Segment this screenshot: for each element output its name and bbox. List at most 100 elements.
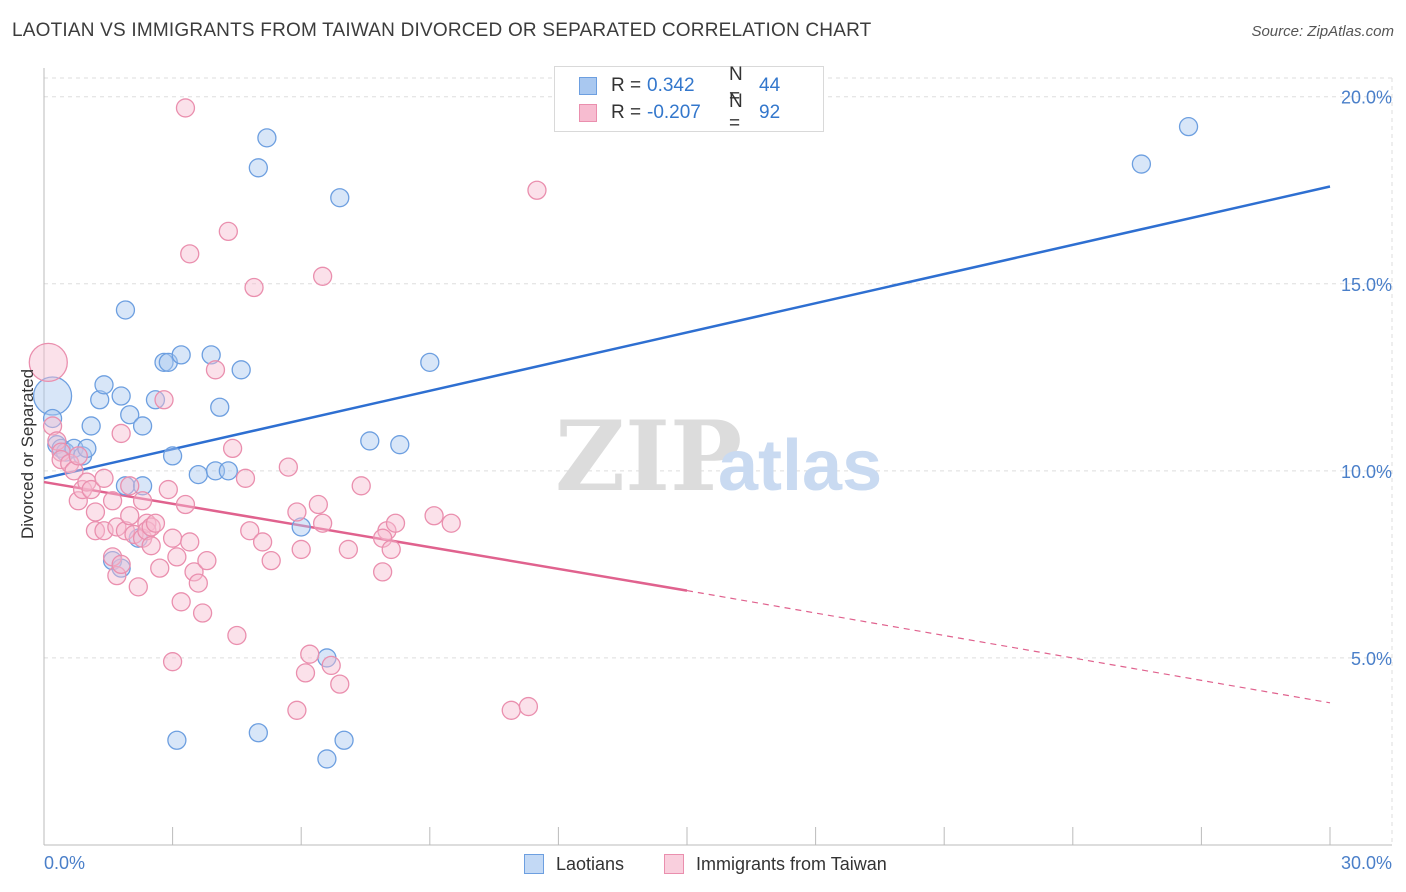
point-laotians — [132, 416, 153, 436]
point-taiwan — [175, 494, 196, 515]
point-laotians — [420, 352, 440, 373]
point-taiwan — [312, 513, 333, 533]
n-value: 44 — [759, 75, 781, 96]
point-laotians — [188, 464, 208, 485]
point-laotians — [120, 405, 140, 425]
point-laotians — [171, 345, 191, 365]
point-taiwan — [291, 539, 311, 560]
point-taiwan — [111, 554, 131, 575]
point-laotians — [90, 390, 110, 410]
point-laotians — [231, 360, 251, 380]
point-taiwan — [197, 550, 217, 571]
point-taiwan — [150, 558, 170, 578]
point-taiwan — [154, 390, 174, 410]
point-laotians — [248, 158, 268, 178]
stats-legend: R = 0.342 N = 44 R = -0.207 N = 92 — [554, 64, 824, 134]
y-tick-label: 5.0% — [1351, 649, 1392, 669]
n-label: N = — [729, 64, 743, 107]
point-taiwan — [184, 562, 204, 582]
point-laotians — [1131, 154, 1152, 174]
point-laotians — [317, 749, 337, 769]
r-value: 0.342 — [647, 75, 695, 96]
taiwan-swatch — [579, 104, 597, 122]
legend-item-laotians[interactable]: Laotians — [524, 852, 624, 876]
point-taiwan — [300, 644, 320, 664]
point-laotians — [248, 723, 268, 743]
trend-line-laotians — [43, 185, 1331, 480]
point-taiwan — [175, 98, 196, 118]
point-taiwan — [205, 360, 226, 380]
point-taiwan — [188, 573, 208, 593]
stats-legend-row-laotians: R = 0.342 N = 44 — [579, 64, 781, 107]
point-taiwan — [218, 221, 238, 242]
point-laotians — [218, 461, 238, 481]
tick-labels: 5.0% 10.0% 15.0% 20.0% 0.0% 30.0% — [44, 88, 1392, 873]
r-value: -0.207 — [647, 102, 701, 123]
point-taiwan — [111, 423, 131, 444]
point-laotians — [115, 476, 136, 496]
point-laotians — [167, 730, 187, 750]
point-taiwan — [295, 663, 316, 683]
point-laotians — [257, 128, 277, 148]
point-taiwan — [162, 652, 183, 672]
y-tick-label: 20.0% — [1341, 88, 1392, 108]
point-taiwan — [145, 513, 166, 533]
point-taiwan — [252, 532, 273, 552]
point-taiwan — [47, 431, 67, 451]
trend-line-taiwan-extension — [686, 589, 1331, 704]
point-taiwan — [227, 625, 247, 646]
point-taiwan — [85, 502, 106, 522]
point-taiwan — [94, 468, 114, 488]
legend-label-taiwan: Immigrants from Taiwan — [696, 853, 887, 874]
r-label: R = — [611, 102, 642, 123]
point-taiwan — [107, 565, 127, 586]
point-taiwan — [28, 342, 68, 383]
point-laotians — [42, 408, 63, 429]
point-laotians — [330, 188, 350, 208]
data-points — [28, 98, 1199, 769]
point-laotians — [81, 416, 101, 436]
point-laotians — [32, 376, 73, 416]
point-taiwan — [222, 438, 243, 459]
point-taiwan — [501, 700, 521, 720]
point-laotians — [162, 446, 183, 466]
x-tick-label: 30.0% — [1341, 853, 1392, 873]
point-taiwan — [244, 277, 264, 298]
point-laotians — [210, 397, 230, 417]
point-taiwan — [162, 528, 183, 548]
n-label: N = — [729, 91, 743, 134]
point-laotians — [154, 352, 174, 373]
x-tick-label: 0.0% — [44, 853, 85, 873]
point-taiwan — [68, 446, 88, 466]
watermark-zip: ZIP — [555, 400, 742, 513]
watermark-atlas: atlas — [718, 426, 882, 506]
point-taiwan — [312, 266, 333, 286]
legend-item-taiwan[interactable]: Immigrants from Taiwan — [664, 852, 887, 876]
point-laotians — [360, 431, 380, 451]
y-tick-label: 10.0% — [1341, 462, 1392, 482]
axes — [43, 68, 1392, 846]
point-laotians — [291, 517, 311, 537]
point-laotians — [94, 375, 114, 395]
point-taiwan — [261, 550, 281, 571]
y-tick-label: 15.0% — [1341, 275, 1392, 295]
point-laotians — [1178, 116, 1199, 137]
point-taiwan — [527, 180, 547, 200]
point-taiwan — [330, 674, 350, 694]
point-taiwan — [171, 592, 191, 612]
point-taiwan — [141, 536, 161, 556]
point-laotians — [111, 386, 131, 406]
chart-title: LAOTIAN VS IMMIGRANTS FROM TAIWAN DIVORC… — [12, 20, 872, 41]
point-taiwan — [338, 539, 359, 560]
y-axis-label: Divorced or Separated — [18, 368, 37, 540]
point-taiwan — [128, 577, 148, 597]
point-laotians — [201, 345, 221, 365]
point-taiwan — [308, 494, 328, 515]
point-taiwan — [192, 603, 213, 623]
point-taiwan — [385, 513, 406, 533]
point-taiwan — [180, 532, 200, 552]
point-taiwan — [102, 491, 123, 511]
point-taiwan — [321, 655, 341, 676]
point-laotians — [390, 435, 410, 455]
